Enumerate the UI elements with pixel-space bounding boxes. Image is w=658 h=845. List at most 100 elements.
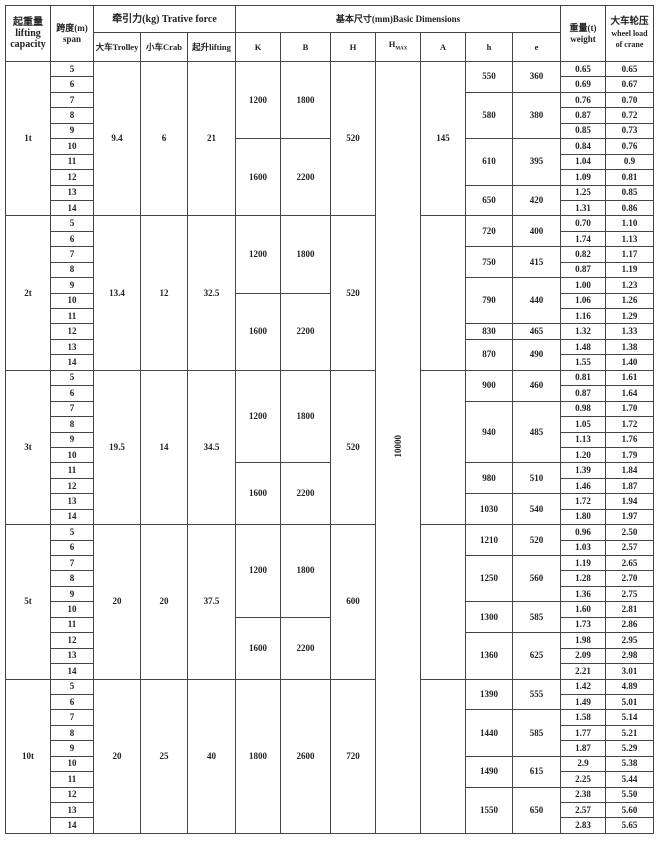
wheel-load-cell: 4.89 [605, 678, 655, 695]
k-cell: 1200 [235, 369, 281, 464]
span-cell: 11 [50, 307, 94, 325]
header-weight: 重量(t) weight [560, 5, 607, 62]
k-cell: 1200 [235, 215, 281, 294]
e-cell: 395 [511, 138, 562, 186]
header-tractive-force: 牵引力(kg) Trative force [93, 5, 236, 33]
span-cell: 13 [50, 647, 94, 665]
weight-cell: 1.42 [560, 678, 607, 695]
wheel-load-cell: 5.60 [605, 801, 655, 819]
weight-cell: 0.65 [560, 60, 607, 78]
wheel-load-cell: 2.57 [605, 539, 655, 557]
e-cell: 360 [511, 61, 562, 93]
header-lifting: 起升lifting [187, 32, 236, 62]
wheel-load-cell: 0.85 [605, 184, 655, 201]
weight-cell: 2.21 [560, 663, 607, 680]
weight-cell: 0.84 [560, 138, 607, 155]
wheel-load-cell: 5.01 [605, 693, 655, 711]
span-cell: 10 [50, 138, 94, 155]
span-cell: 5 [50, 678, 94, 695]
b-cell: 2600 [280, 678, 331, 834]
wheel-load-cell: 5.65 [605, 817, 655, 834]
header-text: 跨度(m) [56, 22, 88, 33]
table-row: 11 2.25 5.44 [6, 771, 655, 788]
weight-cell: 1.60 [560, 601, 607, 618]
span-cell: 5 [50, 215, 94, 232]
k-cell: 1800 [235, 678, 281, 834]
lifting-force-cell: 40 [187, 678, 236, 834]
weight-cell: 2.25 [560, 771, 607, 788]
e-cell: 380 [511, 91, 562, 140]
wheel-load-cell: 2.50 [605, 524, 655, 541]
span-cell: 5 [50, 369, 94, 387]
weight-cell: 1.32 [560, 323, 607, 340]
header-b: B [280, 32, 331, 62]
table-row: 12 1550 650 2.38 5.50 [6, 786, 655, 834]
lifting-force-cell: 32.5 [187, 215, 236, 371]
h-cell: 600 [330, 524, 376, 680]
table-row: 1t 5 9.4 6 21 1200 1800 520 10000 145 550 360 0.65 0.… [5, 60, 655, 834]
span-cell: 9 [50, 740, 94, 757]
span-cell: 11 [50, 462, 94, 479]
wheel-load-cell: 0.70 [605, 91, 655, 109]
h-dim-cell: 1360 [465, 632, 513, 680]
span-cell: 10 [50, 446, 94, 464]
h-dim-cell: 750 [465, 246, 513, 279]
wheel-load-cell: 0.9 [605, 153, 655, 171]
weight-cell: 1.05 [560, 416, 607, 433]
span-cell: 12 [50, 786, 94, 804]
weight-cell: 1.77 [560, 724, 607, 742]
span-cell: 7 [50, 554, 94, 572]
wheel-load-cell: 2.65 [605, 554, 655, 572]
h-dim-cell: 1390 [465, 678, 513, 711]
span-cell: 13 [50, 184, 94, 201]
span-cell: 9 [50, 585, 94, 603]
table-row: 10 1600 2200 1.06 1.26 [6, 292, 655, 371]
wheel-load-cell: 1.84 [605, 462, 655, 479]
weight-cell: 1.46 [560, 477, 607, 495]
span-cell: 5 [50, 60, 94, 78]
crab-force-cell: 12 [140, 215, 188, 371]
k-cell: 1600 [235, 616, 281, 680]
header-k: K [235, 32, 281, 62]
span-cell: 8 [50, 724, 94, 742]
wheel-load-cell: 1.94 [605, 493, 655, 510]
table-row: 12 1360 625 1.98 2.95 [6, 632, 655, 680]
weight-cell: 2.9 [560, 755, 607, 773]
h-dim-cell: 870 [465, 338, 513, 371]
h-dim-cell: 1490 [465, 755, 513, 788]
b-cell: 2200 [280, 462, 331, 526]
hmax-cell: 10000 [375, 61, 421, 834]
h-dim-cell: 650 [465, 184, 513, 217]
h-dim-cell: 900 [465, 369, 513, 402]
wheel-load-cell: 0.67 [605, 76, 655, 93]
table-row: 12 830 465 1.32 1.33 [6, 323, 655, 340]
span-cell: 14 [50, 817, 94, 834]
trolley-force-cell: 13.4 [93, 215, 141, 371]
weight-cell: 1.55 [560, 354, 607, 371]
h-dim-cell: 1440 [465, 709, 513, 757]
span-cell: 12 [50, 169, 94, 186]
e-cell: 465 [511, 323, 562, 340]
header-text: weight [570, 33, 596, 44]
e-cell: 490 [511, 338, 562, 371]
weight-cell: 1.16 [560, 307, 607, 325]
header-span: 跨度(m) span [50, 5, 94, 62]
header-e: e [511, 32, 562, 62]
lifting-force-cell: 37.5 [187, 524, 236, 680]
weight-cell: 1.73 [560, 616, 607, 634]
weight-cell: 1.06 [560, 292, 607, 310]
h-cell: 520 [330, 369, 376, 526]
span-cell: 9 [50, 431, 94, 448]
weight-cell: 2.09 [560, 647, 607, 665]
span-cell: 10 [50, 292, 94, 310]
weight-cell: 1.20 [560, 446, 607, 464]
h-dim-cell: 1300 [465, 601, 513, 634]
wheel-load-cell: 5.29 [605, 740, 655, 757]
table-row: 9 1.13 1.76 [6, 431, 655, 448]
weight-cell: 1.03 [560, 539, 607, 557]
wheel-load-cell: 5.50 [605, 786, 655, 804]
span-cell: 14 [50, 354, 94, 371]
weight-cell: 1.74 [560, 230, 607, 248]
weight-cell: 1.00 [560, 277, 607, 294]
wheel-load-cell: 1.97 [605, 508, 655, 526]
